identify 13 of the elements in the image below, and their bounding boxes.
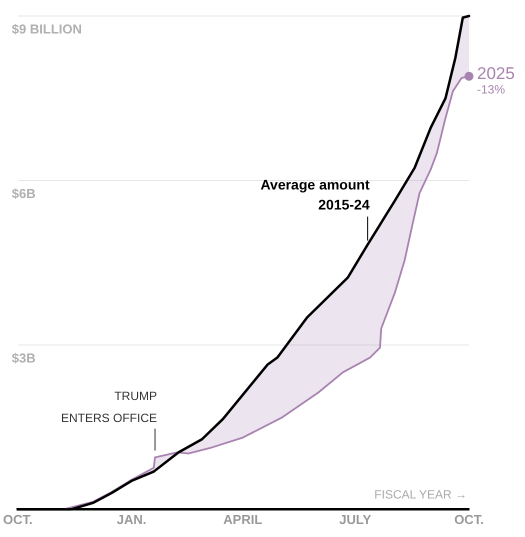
x-tick-label: JAN. <box>116 512 146 527</box>
x-tick-label: OCT. <box>2 512 33 527</box>
annotation: FISCAL YEAR → <box>374 488 467 502</box>
x-tick-label: JULY <box>339 512 372 527</box>
x-tick-label: APRIL <box>223 512 262 527</box>
series-label: Average amount 2015-24 <box>260 176 370 212</box>
annotation: -13% <box>477 82 506 97</box>
y-tick-label: $9 BILLION <box>12 22 82 37</box>
annotation: TRUMP ENTERS OFFICE <box>61 388 158 425</box>
y-tick-label: $6B <box>12 186 36 202</box>
y-tick-label: $3B <box>12 350 36 366</box>
series-label: 2025 <box>477 64 515 83</box>
x-tick-label: OCT. <box>454 512 484 527</box>
